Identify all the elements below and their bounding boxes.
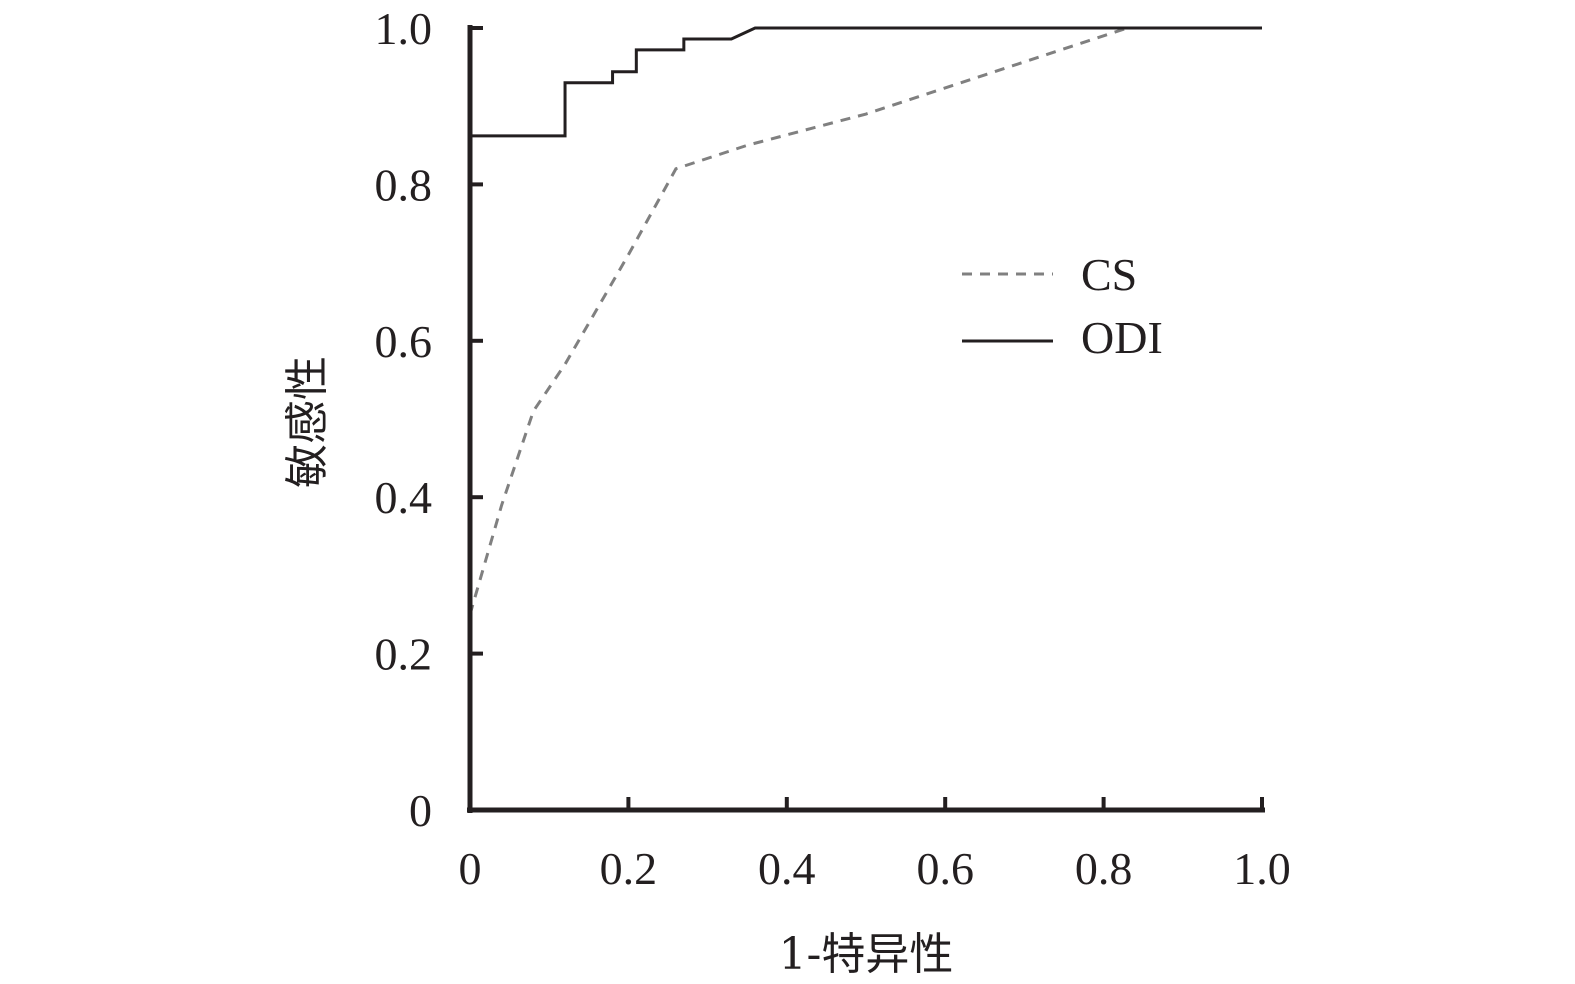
y-tick-label: 0.4	[375, 472, 433, 523]
y-tick-label: 0.8	[375, 159, 433, 210]
plot-area	[468, 26, 1262, 615]
tick-marks	[470, 26, 1264, 810]
x-tick-label: 0.4	[758, 843, 816, 894]
y-tick-label: 0.2	[375, 629, 433, 680]
axes	[467, 25, 1265, 813]
x-tick-label: 0.2	[600, 843, 658, 894]
tick-labels: 0 0.2 0.4 0.6 0.8 1.0 0 0.2 0.4 0.6 0.8 1.0	[375, 3, 1291, 894]
x-tick-label: 1.0	[1233, 843, 1291, 894]
x-tick-label: 0	[459, 843, 482, 894]
y-tick-label: 1.0	[375, 3, 433, 54]
series-line-odi	[470, 26, 1262, 138]
y-tick-label: 0.6	[375, 316, 433, 367]
x-tick-label: 0.6	[916, 843, 974, 894]
series-line-cs	[468, 26, 1262, 615]
y-tick-label: 0	[409, 785, 432, 836]
legend-label-odi: ODI	[1081, 312, 1163, 363]
x-tick-label: 0.8	[1075, 843, 1133, 894]
legend: CS ODI	[962, 249, 1163, 363]
y-axis-title: 敏感性	[282, 356, 333, 488]
x-axis-title: 1-特异性	[779, 929, 954, 980]
legend-label-cs: CS	[1081, 249, 1137, 300]
